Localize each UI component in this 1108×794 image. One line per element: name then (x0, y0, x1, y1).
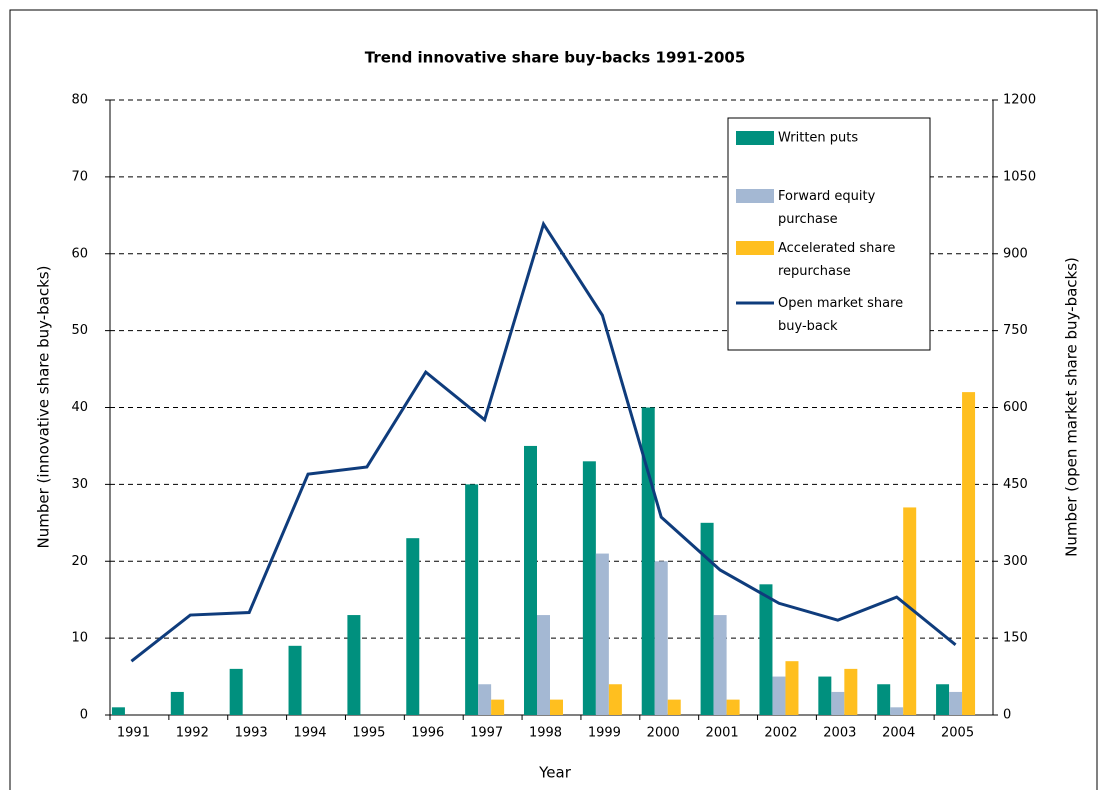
x-tick-label: 1993 (235, 726, 268, 741)
bar (347, 615, 361, 715)
x-tick-label: 1992 (176, 726, 209, 741)
bar (654, 561, 668, 715)
bar (229, 668, 243, 715)
legend-swatch (736, 241, 774, 255)
legend-swatch (736, 189, 774, 203)
bar (406, 538, 420, 715)
bar (700, 522, 714, 715)
bar (478, 684, 492, 715)
line (130, 220, 957, 663)
x-tick-label: 2005 (941, 726, 974, 741)
bar (550, 699, 563, 715)
frame (9, 9, 1098, 794)
bar (759, 584, 773, 715)
x-tick-label: 2004 (882, 726, 915, 741)
y2-tick-label: 0 (1003, 708, 1011, 723)
bar (818, 676, 832, 715)
bar (713, 615, 727, 715)
bar (962, 392, 976, 715)
legend-label: Forward equity purchase (778, 189, 876, 227)
y2-tick-label: 750 (1003, 323, 1028, 338)
y2-tick-label: 600 (1003, 400, 1028, 415)
bar (465, 484, 479, 715)
y-tick-label: 80 (71, 93, 88, 108)
x-axis-label: Year (538, 764, 572, 782)
bar (111, 707, 125, 715)
bar (667, 699, 681, 715)
x-tick-label: 1995 (352, 726, 385, 741)
x-tick-label: 2000 (647, 726, 680, 741)
x-tick-label: 2001 (706, 726, 739, 741)
bar (595, 553, 609, 715)
y2-tick-label: 900 (1003, 246, 1028, 261)
bar (831, 691, 845, 715)
bar (949, 691, 963, 715)
legend-swatch (736, 131, 774, 145)
y-tick-label: 0 (80, 708, 88, 723)
y-tick-label: 50 (71, 323, 88, 338)
x-tick-label: 1999 (588, 726, 621, 741)
x-tick-label: 1991 (117, 726, 150, 741)
x-tick-label: 1997 (470, 726, 503, 741)
y2-tick-label: 1050 (1003, 169, 1036, 184)
x-tick-label: 2002 (764, 726, 797, 741)
x-tick-label: 2003 (823, 726, 856, 741)
bar (524, 445, 537, 715)
y2-axis-label: Number (open market share buy-backs) (1063, 257, 1081, 557)
y-tick-label: 20 (71, 554, 88, 569)
bar (877, 684, 891, 715)
bar (491, 699, 505, 715)
y2-tick-label: 150 (1003, 631, 1028, 646)
bar (537, 615, 550, 715)
bar (170, 691, 184, 715)
bar (785, 661, 799, 715)
y2-tick-label: 1200 (1003, 93, 1036, 108)
y-axis-label: Number (innovative share buy-backs) (35, 266, 53, 549)
x-tick-label: 1996 (411, 726, 444, 741)
y-tick-label: 30 (71, 477, 88, 492)
legend-box (727, 117, 931, 351)
bar (726, 699, 740, 715)
y-tick-label: 70 (71, 169, 88, 184)
bar (903, 507, 917, 715)
bar (582, 461, 596, 715)
legend-label: Accelerated share repurchase (778, 241, 895, 279)
legend-label: Written puts (778, 131, 858, 146)
bar (936, 684, 950, 715)
y-tick-label: 60 (71, 246, 88, 261)
x-tick-label: 1998 (529, 726, 562, 741)
y-tick-label: 40 (71, 400, 88, 415)
x-tick-label: 1994 (293, 726, 326, 741)
y-tick-label: 10 (71, 631, 88, 646)
bar (608, 684, 622, 715)
bar (844, 668, 858, 715)
y2-tick-label: 300 (1003, 554, 1028, 569)
chart-title: Trend innovative share buy-backs 1991-20… (365, 49, 746, 67)
legend-label: Open market share buy-back (778, 296, 903, 334)
y2-tick-label: 450 (1003, 477, 1028, 492)
bar (890, 707, 904, 715)
bar (288, 645, 302, 715)
bar (772, 676, 786, 715)
